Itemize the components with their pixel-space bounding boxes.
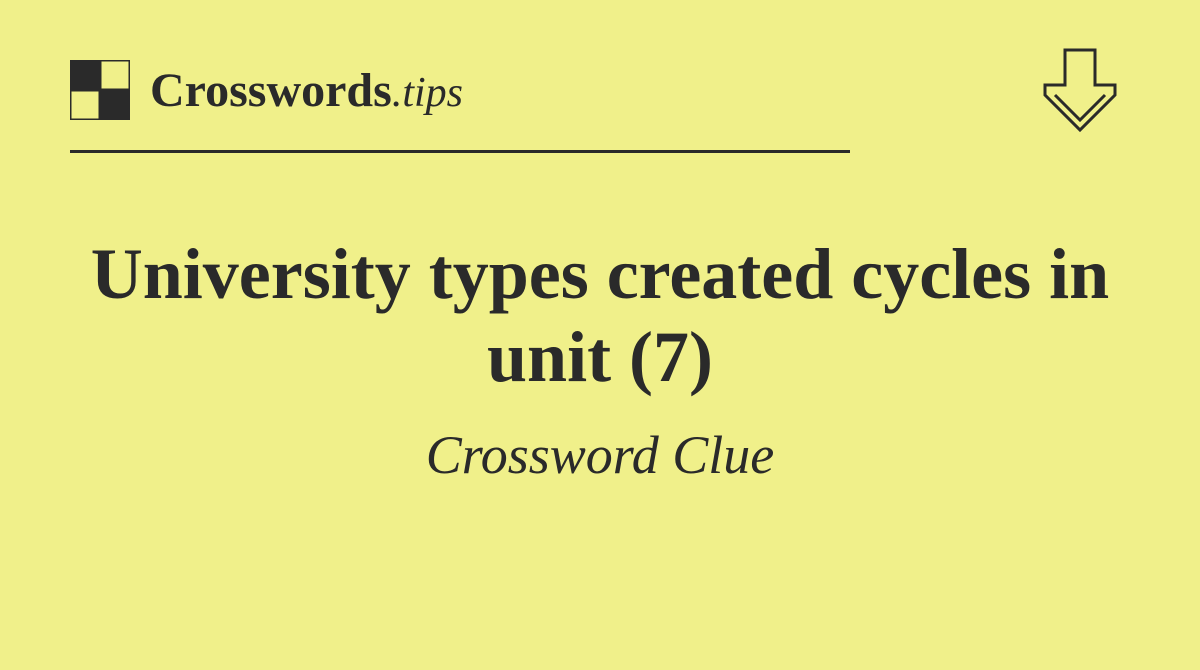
logo-main: Crosswords <box>150 64 392 117</box>
logo-section: Crosswords.tips <box>70 60 463 120</box>
crossword-logo-icon <box>70 60 130 120</box>
down-arrow-icon <box>1030 40 1130 140</box>
main-content: University types created cycles in unit … <box>0 153 1200 486</box>
logo-suffix: .tips <box>392 70 463 116</box>
clue-title: University types created cycles in unit … <box>70 233 1130 399</box>
logo-text: Crosswords.tips <box>150 63 463 118</box>
clue-subtitle: Crossword Clue <box>70 424 1130 486</box>
header: Crosswords.tips <box>0 0 1200 150</box>
